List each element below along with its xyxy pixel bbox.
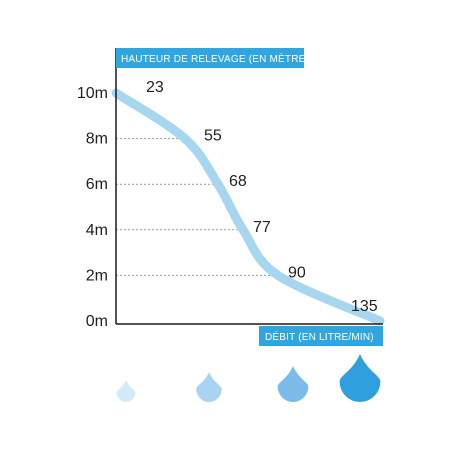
data-label: 55: [204, 128, 222, 145]
x-axis-label: DÉBIT (EN LITRE/MIN): [265, 330, 374, 343]
chart-title: HAUTEUR DE RELEVAGE (EN MÈTRE): [121, 52, 309, 65]
y-tick-labels: 0m 2m 4m 6m 8m 10m: [77, 85, 108, 330]
x-axis-label-banner: [259, 326, 383, 346]
y-tick-label: 8m: [86, 131, 108, 148]
data-label: 68: [229, 173, 247, 190]
data-label: 23: [146, 79, 164, 96]
y-tick-label: 4m: [86, 222, 108, 239]
series-line: [111, 88, 385, 326]
data-label: 77: [253, 219, 271, 236]
water-drop-icon: [277, 366, 309, 402]
chart-title-banner: [116, 48, 304, 68]
y-tick-label: 6m: [86, 176, 108, 193]
y-tick-label: 0m: [86, 313, 108, 330]
grid-lines: [116, 138, 278, 276]
water-drop-icon: [196, 372, 222, 402]
data-curve: [111, 88, 385, 326]
y-tick-label: 2m: [86, 267, 108, 284]
data-labels: 23 55 68 77 90 135: [146, 79, 378, 315]
y-tick-label: 10m: [77, 85, 108, 102]
water-drop-icon: [339, 354, 381, 402]
data-label: 90: [288, 264, 306, 281]
data-label: 135: [351, 298, 378, 315]
water-drop-icon: [116, 380, 136, 403]
water-drops: [116, 354, 381, 403]
